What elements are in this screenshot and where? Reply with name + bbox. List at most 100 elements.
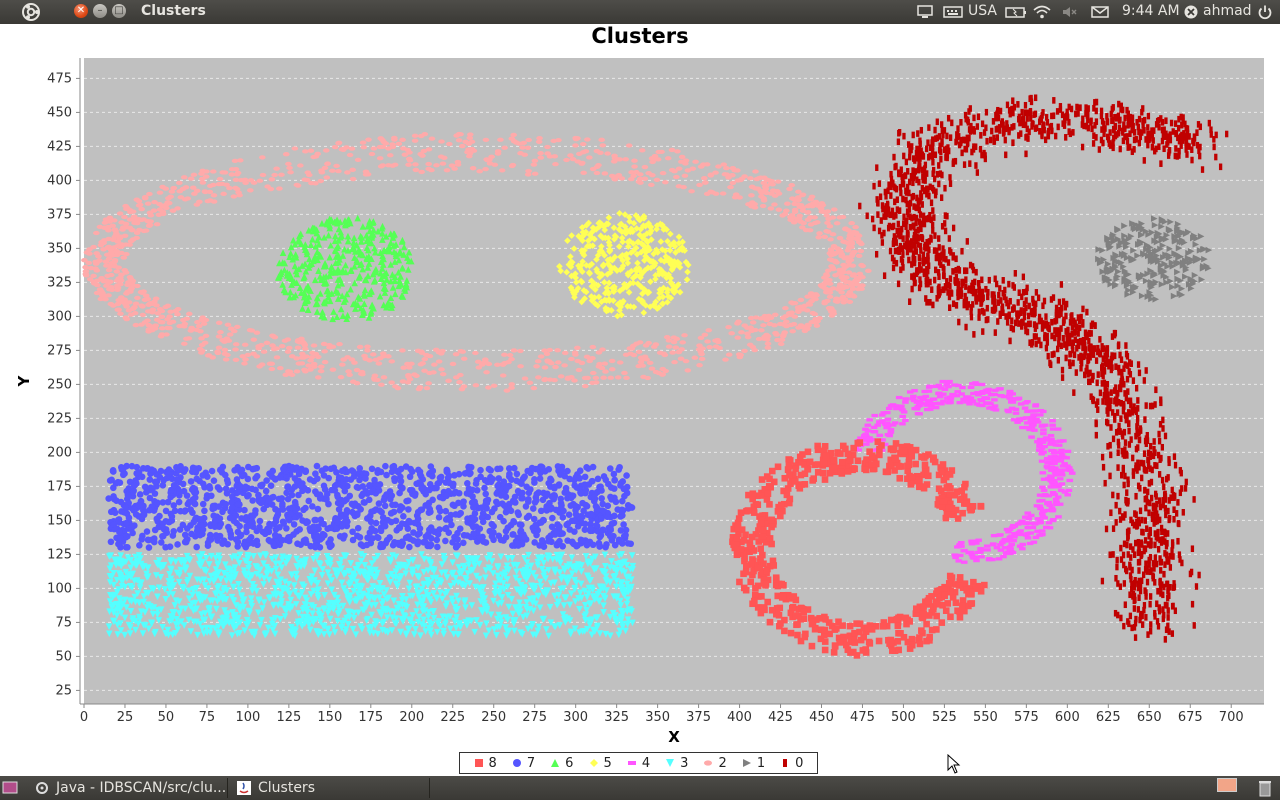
data-point <box>364 348 371 352</box>
data-point <box>591 494 598 501</box>
data-point <box>452 489 459 496</box>
data-point <box>200 180 207 184</box>
data-point <box>416 387 423 391</box>
data-point <box>649 173 656 177</box>
data-point <box>427 354 434 358</box>
data-point <box>168 511 175 518</box>
data-point <box>418 134 425 138</box>
data-point <box>199 315 206 319</box>
data-point <box>598 495 605 502</box>
data-point <box>125 493 132 500</box>
data-point <box>617 360 624 364</box>
data-point <box>621 493 628 500</box>
data-point <box>311 526 318 533</box>
data-point <box>834 221 841 225</box>
data-point <box>95 254 102 258</box>
data-point <box>424 386 431 390</box>
data-point <box>193 328 200 332</box>
data-point <box>609 174 616 178</box>
data-point <box>607 527 614 534</box>
data-point <box>478 504 485 511</box>
data-point <box>814 220 821 224</box>
data-point <box>356 465 363 472</box>
data-point <box>361 499 368 506</box>
data-point <box>426 147 433 151</box>
data-point <box>254 473 261 480</box>
data-point <box>279 537 286 544</box>
data-point <box>212 523 219 530</box>
data-point <box>603 541 610 548</box>
data-point <box>145 323 152 327</box>
data-point <box>266 537 273 544</box>
data-point <box>532 522 539 529</box>
data-point <box>649 156 656 160</box>
data-point <box>467 491 474 498</box>
data-point <box>251 465 258 472</box>
data-point <box>346 493 353 500</box>
data-point <box>765 342 772 346</box>
data-point <box>821 235 828 239</box>
data-point <box>295 492 302 499</box>
data-point <box>566 511 573 518</box>
data-point <box>454 542 461 549</box>
data-point <box>370 352 377 356</box>
data-point <box>582 384 589 388</box>
data-point <box>623 472 630 479</box>
data-point <box>303 520 310 527</box>
data-point <box>699 357 706 361</box>
data-point <box>611 513 618 520</box>
data-point <box>257 518 264 525</box>
data-point <box>840 263 847 267</box>
data-point <box>531 162 538 166</box>
data-point <box>544 352 551 356</box>
data-point <box>144 318 151 322</box>
data-point <box>440 161 447 165</box>
data-point <box>511 348 518 352</box>
data-point <box>217 467 224 474</box>
data-point <box>576 368 583 372</box>
data-point <box>696 343 703 347</box>
data-point <box>438 139 445 143</box>
data-point <box>533 364 540 368</box>
data-point <box>469 147 476 151</box>
data-point <box>145 219 152 223</box>
data-point <box>558 374 565 378</box>
data-point <box>286 346 293 350</box>
data-point <box>442 538 449 545</box>
data-point <box>766 316 773 320</box>
data-point <box>228 534 235 541</box>
data-point <box>245 492 252 499</box>
data-point <box>165 519 172 526</box>
data-point <box>400 513 407 520</box>
data-point <box>268 482 275 489</box>
data-point <box>269 177 276 181</box>
data-point <box>182 197 189 201</box>
data-point <box>147 495 154 502</box>
data-point <box>405 497 412 504</box>
data-point <box>84 250 91 254</box>
data-point <box>388 492 395 499</box>
data-point <box>369 465 376 472</box>
data-point <box>683 359 690 363</box>
data-point <box>680 185 687 189</box>
data-point <box>827 295 834 299</box>
data-point <box>134 296 141 300</box>
data-point <box>196 324 203 328</box>
data-point <box>374 469 381 476</box>
data-point <box>207 485 214 492</box>
data-point <box>162 305 169 309</box>
data-point <box>245 476 252 483</box>
data-point <box>391 136 398 140</box>
data-point <box>237 158 244 162</box>
data-point <box>297 482 304 489</box>
data-point <box>512 499 519 506</box>
data-point <box>116 236 123 240</box>
data-point <box>833 296 840 300</box>
data-point <box>96 258 103 262</box>
data-point <box>749 185 756 189</box>
data-point <box>92 266 99 270</box>
data-point <box>849 263 856 267</box>
data-point <box>380 351 387 355</box>
data-point <box>145 537 152 544</box>
